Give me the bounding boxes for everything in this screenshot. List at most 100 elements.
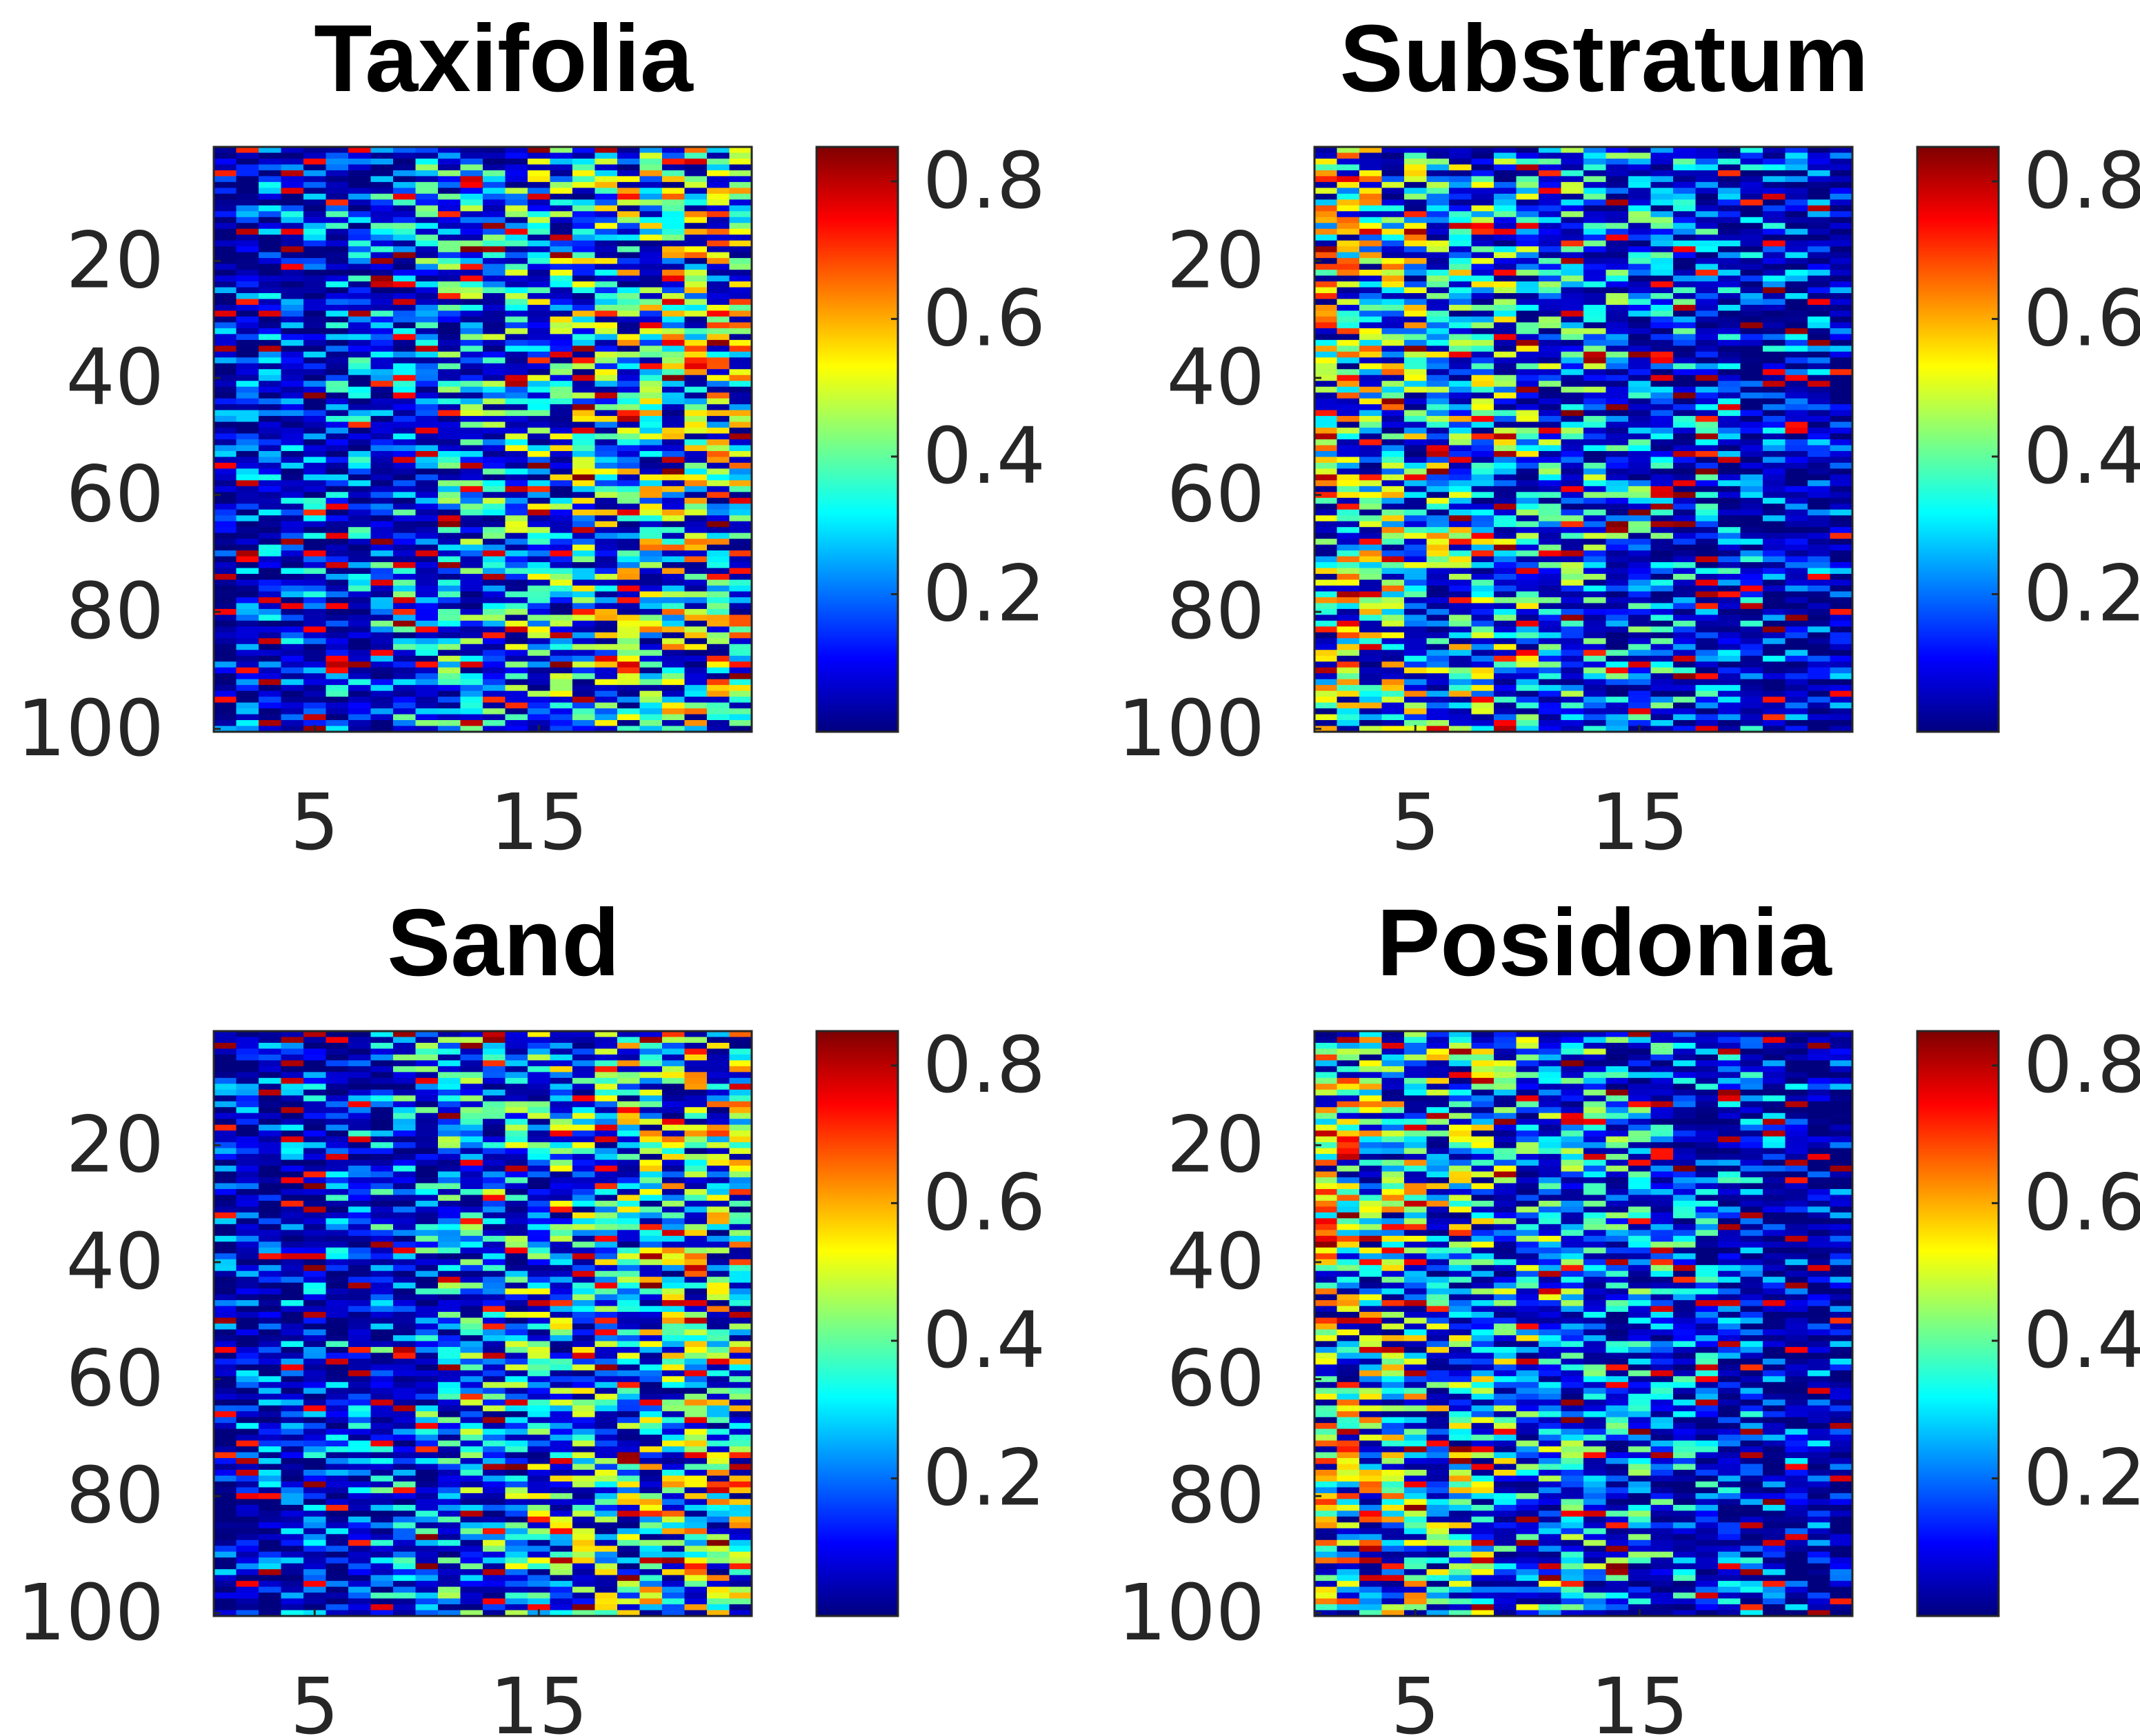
- heatmap-cell: [438, 304, 461, 312]
- heatmap-cell: [326, 369, 349, 376]
- heatmap-cell: [1763, 568, 1786, 575]
- heatmap-cell: [505, 690, 528, 697]
- panel-title: Taxifolia: [314, 6, 694, 112]
- heatmap-cell: [348, 398, 372, 405]
- heatmap-cell: [1763, 170, 1786, 177]
- heatmap-cell: [594, 697, 618, 704]
- heatmap-cell: [617, 357, 641, 364]
- heatmap-cell: [707, 462, 730, 469]
- heatmap-cell: [303, 235, 327, 241]
- heatmap-cell: [707, 568, 730, 575]
- heatmap-cell: [281, 147, 304, 154]
- heatmap-cell: [259, 170, 282, 177]
- heatmap-cell: [326, 433, 349, 440]
- heatmap-cell: [370, 158, 394, 166]
- colorbar-tick-label: 0.2: [2023, 549, 2140, 639]
- heatmap-cell: [1404, 205, 1428, 212]
- heatmap-cell: [1808, 293, 1831, 300]
- heatmap-cell: [617, 299, 641, 306]
- heatmap-cell: [1381, 339, 1405, 346]
- heatmap-cell: [1561, 270, 1584, 277]
- heatmap-cell: [1561, 334, 1584, 341]
- heatmap-cell: [460, 643, 483, 650]
- heatmap-cell: [505, 211, 528, 218]
- heatmap-cell: [415, 568, 439, 575]
- heatmap-cell: [1494, 603, 1517, 610]
- heatmap-cell: [1695, 679, 1719, 686]
- heatmap-cell: [348, 673, 372, 680]
- heatmap-cell: [639, 586, 663, 592]
- heatmap-cell: [1449, 381, 1472, 388]
- heatmap-cell: [729, 661, 752, 668]
- heatmap-cell: [1359, 152, 1383, 159]
- heatmap-cell: [594, 428, 618, 435]
- heatmap-cell: [572, 480, 596, 487]
- heatmap-cell: [729, 1048, 752, 1055]
- heatmap-cell: [1808, 591, 1831, 598]
- heatmap-cell: [281, 258, 304, 265]
- heatmap-cell: [259, 1037, 282, 1044]
- heatmap-cell: [550, 679, 573, 686]
- heatmap-cell: [483, 205, 506, 212]
- heatmap-cell: [684, 293, 708, 300]
- heatmap-cell: [1561, 263, 1584, 270]
- heatmap-cell: [550, 445, 573, 452]
- heatmap-cell: [550, 152, 573, 159]
- heatmap-cell: [1314, 240, 1338, 247]
- heatmap-cell: [415, 655, 439, 662]
- heatmap-cell: [438, 334, 461, 341]
- heatmap-cell: [1516, 608, 1539, 615]
- heatmap-cell: [214, 1060, 237, 1067]
- heatmap-cell: [214, 304, 237, 312]
- heatmap-cell: [1808, 702, 1831, 709]
- heatmap-cell: [1539, 275, 1562, 282]
- heatmap-cell: [1763, 480, 1786, 487]
- heatmap-cell: [1740, 497, 1763, 504]
- heatmap-cell: [236, 188, 259, 194]
- heatmap-cell: [1337, 556, 1360, 563]
- heatmap-cell: [729, 439, 752, 446]
- heatmap-cell: [639, 316, 663, 323]
- heatmap-cell: [1314, 258, 1338, 265]
- heatmap-cell: [303, 586, 327, 592]
- heatmap-cell: [505, 228, 528, 235]
- heatmap-cell: [1516, 240, 1539, 247]
- heatmap-cell: [236, 1054, 259, 1061]
- heatmap-cell: [1808, 685, 1831, 692]
- heatmap-cell: [1695, 252, 1719, 259]
- heatmap-cell: [348, 193, 372, 200]
- heatmap-cell: [438, 661, 461, 668]
- heatmap-cell: [1381, 620, 1405, 627]
- heatmap-cell: [1561, 515, 1584, 522]
- heatmap-cell: [1650, 439, 1674, 446]
- heatmap-cell: [1449, 591, 1472, 598]
- heatmap-cell: [1606, 381, 1629, 388]
- heatmap-cell: [684, 188, 708, 194]
- heatmap-cell: [617, 1042, 641, 1050]
- heatmap-cell: [326, 708, 349, 715]
- heatmap-cell: [236, 205, 259, 212]
- heatmap-cell: [1650, 702, 1674, 709]
- heatmap-cell: [393, 334, 417, 341]
- heatmap-cell: [1808, 211, 1831, 218]
- heatmap-cell: [1426, 450, 1450, 458]
- heatmap-cell: [214, 188, 237, 194]
- heatmap-cell: [236, 386, 259, 393]
- heatmap-cell: [303, 170, 327, 177]
- heatmap-cell: [1494, 240, 1517, 247]
- heatmap-cell: [1381, 293, 1405, 300]
- heatmap-cell: [1449, 643, 1472, 650]
- heatmap-cell: [281, 690, 304, 697]
- heatmap-cell: [617, 410, 641, 417]
- heatmap-cell: [1785, 568, 1808, 575]
- heatmap-cell: [729, 714, 752, 721]
- heatmap-cell: [1673, 474, 1697, 481]
- heatmap-cell: [348, 386, 372, 393]
- heatmap-cell: [594, 270, 618, 277]
- heatmap-cell: [393, 661, 417, 668]
- heatmap-cell: [1606, 240, 1629, 247]
- heatmap-cell: [460, 416, 483, 423]
- heatmap-cell: [1673, 217, 1697, 223]
- heatmap-cell: [259, 690, 282, 697]
- heatmap-cell: [1673, 679, 1697, 686]
